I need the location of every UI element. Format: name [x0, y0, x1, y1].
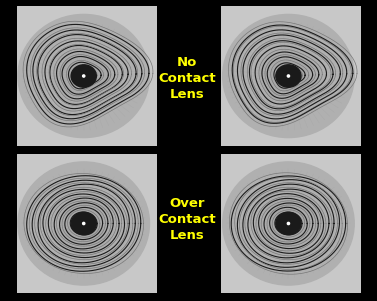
- Ellipse shape: [71, 65, 96, 87]
- Text: No
Contact
Lens: No Contact Lens: [158, 56, 216, 101]
- Ellipse shape: [276, 65, 301, 87]
- Ellipse shape: [223, 162, 354, 285]
- Circle shape: [287, 75, 290, 77]
- Circle shape: [83, 75, 85, 77]
- Circle shape: [287, 222, 290, 225]
- Circle shape: [83, 222, 85, 225]
- Ellipse shape: [71, 212, 96, 235]
- Ellipse shape: [18, 14, 150, 138]
- Ellipse shape: [18, 162, 150, 285]
- Ellipse shape: [223, 14, 354, 138]
- Ellipse shape: [276, 212, 301, 235]
- Text: Over
Contact
Lens: Over Contact Lens: [158, 197, 216, 242]
